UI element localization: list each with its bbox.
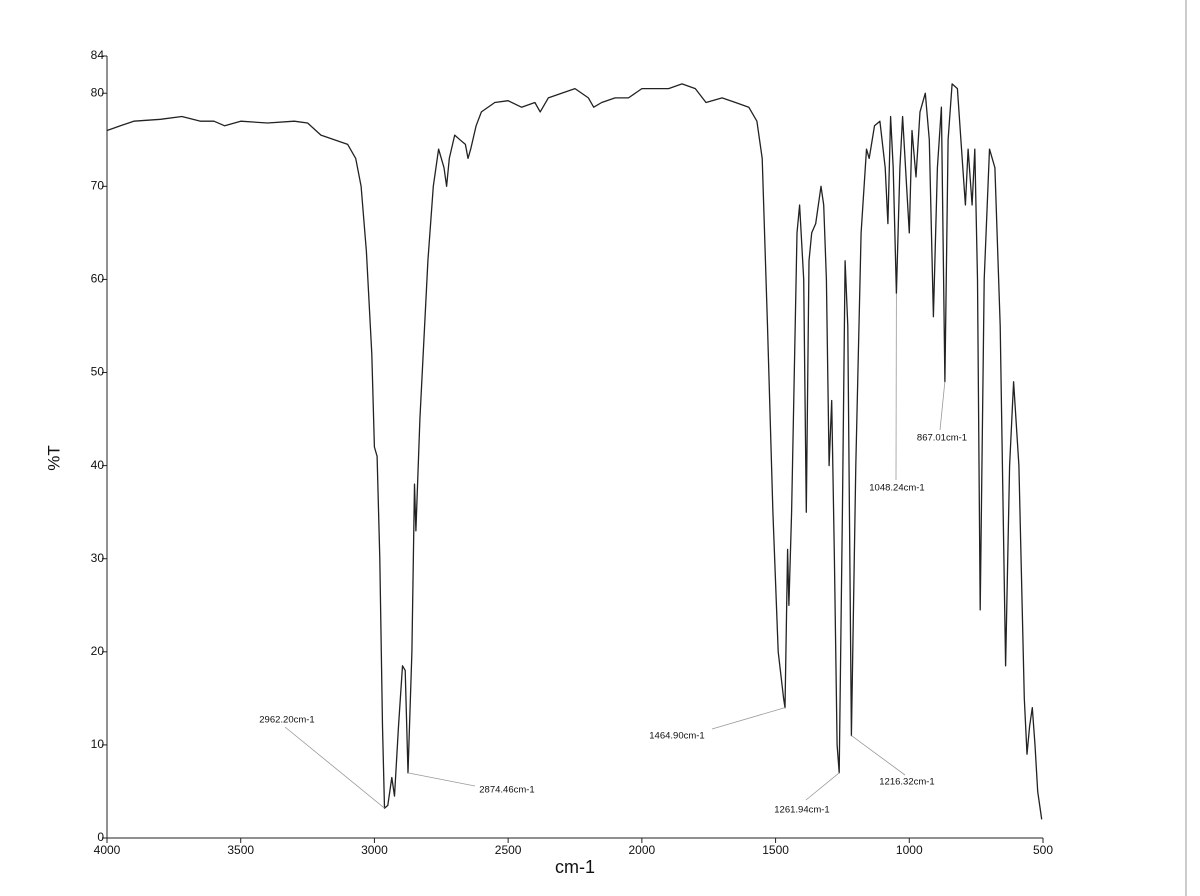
x-tick-label: 3500: [227, 843, 254, 857]
peak-label: 1261.94cm-1: [774, 805, 829, 816]
y-tick-label: 80: [91, 85, 105, 99]
peak-label: 2962.20cm-1: [259, 715, 314, 726]
leader-line: [407, 772, 476, 787]
peak-label: 1216.32cm-1: [879, 777, 934, 788]
y-tick-label: 60: [91, 272, 105, 286]
peak-label: 867.01cm-1: [917, 433, 967, 444]
leader-line: [711, 707, 786, 730]
x-tick-label: 500: [1033, 843, 1053, 857]
spectrum-line: [106, 83, 1043, 820]
leader-line: [284, 726, 385, 809]
x-tick-label: 1500: [762, 843, 789, 857]
x-tick-label: 4000: [94, 843, 121, 857]
y-tick-label: 40: [91, 458, 105, 472]
x-tick-label: 1000: [896, 843, 923, 857]
y-axis-label: %T: [44, 445, 63, 471]
y-tick-label: 84: [91, 48, 105, 62]
y-tick-label: 30: [91, 551, 105, 565]
peak-label: 1048.24cm-1: [869, 483, 924, 494]
leader-line: [805, 772, 840, 801]
y-tick-label: 0: [97, 830, 104, 844]
peak-label: 1464.90cm-1: [649, 731, 704, 742]
x-axis-label: cm-1: [555, 857, 595, 877]
y-tick-label: 50: [91, 365, 105, 379]
y-tick-label: 70: [91, 179, 105, 193]
leader-line: [939, 381, 946, 431]
peak-label: 2874.46cm-1: [479, 785, 534, 796]
x-tick-label: 3000: [361, 843, 388, 857]
x-tick-label: 2000: [629, 843, 656, 857]
x-tick-label: 2500: [495, 843, 522, 857]
y-tick-label: 20: [91, 644, 105, 658]
leader-line: [851, 735, 906, 776]
y-tick-label: 10: [91, 737, 105, 751]
